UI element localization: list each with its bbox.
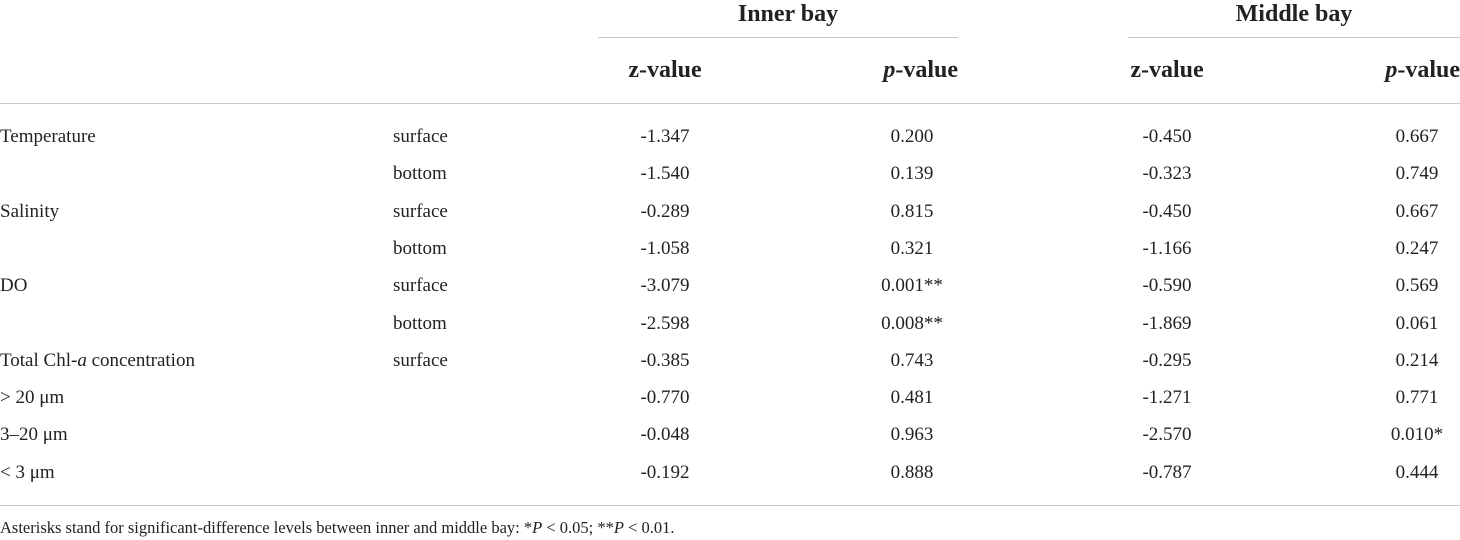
p-value: 0.888 — [890, 461, 934, 483]
z-value: -3.079 — [640, 275, 690, 297]
text-segment: p — [1385, 57, 1398, 83]
p-value: 0.963 — [890, 424, 934, 446]
footnote: Asterisks stand for significant-differen… — [0, 516, 675, 540]
p-value: 0.667 — [1395, 126, 1439, 147]
text-segment: Total Chl- — [0, 349, 78, 371]
z-value: -2.598 — [640, 312, 690, 334]
layer: bottom — [393, 312, 447, 334]
text-segment: p — [883, 57, 896, 83]
text-segment: P — [532, 518, 543, 537]
z-value: -1.166 — [1142, 237, 1192, 259]
p-value: 0.008** — [881, 312, 943, 334]
p-value: 0.321 — [890, 237, 934, 259]
column-header: z-value — [628, 57, 702, 83]
row-label: Temperature — [0, 126, 96, 147]
z-value: -1.540 — [640, 163, 690, 185]
column-header: p-value — [1385, 55, 1460, 85]
p-value: 0.247 — [1395, 237, 1439, 259]
z-value: -1.869 — [1142, 312, 1192, 334]
z-value: -0.048 — [640, 424, 690, 446]
group-header: Middle bay — [1235, 1, 1353, 27]
z-value: -0.590 — [1142, 275, 1192, 297]
row-label: DO — [0, 275, 28, 297]
p-value: 0.481 — [890, 387, 934, 409]
z-value: -0.385 — [640, 349, 690, 371]
layer: bottom — [393, 163, 447, 185]
p-value: 0.667 — [1395, 200, 1439, 222]
column-header: p-value — [883, 55, 958, 85]
p-value: 0.815 — [890, 200, 934, 222]
p-value: 0.214 — [1395, 349, 1439, 371]
bottom-rule — [0, 505, 1460, 506]
text-segment: -value — [895, 57, 958, 83]
z-value: -1.058 — [640, 237, 690, 259]
z-value: -0.323 — [1142, 163, 1192, 185]
p-value: 0.749 — [1395, 163, 1439, 185]
layer: surface — [393, 275, 448, 297]
header-rule — [0, 103, 1460, 104]
row-label: < 3 μm — [0, 461, 55, 483]
text-segment: < 0.05; ** — [542, 518, 614, 537]
column-header: z-value — [1130, 57, 1204, 83]
z-value: -0.295 — [1142, 349, 1192, 371]
p-value: 0.771 — [1395, 387, 1439, 409]
layer: surface — [393, 126, 448, 147]
z-value: -0.192 — [640, 461, 690, 483]
p-value: 0.200 — [890, 126, 934, 147]
layer: surface — [393, 349, 448, 371]
z-value: -0.289 — [640, 200, 690, 222]
p-value: 0.743 — [890, 349, 934, 371]
layer: bottom — [393, 237, 447, 259]
z-value: -1.347 — [640, 126, 690, 147]
group-header: Inner bay — [737, 1, 839, 27]
p-value: 0.569 — [1395, 275, 1439, 297]
group-rule — [1128, 37, 1460, 38]
z-value: -0.450 — [1142, 200, 1192, 222]
layer: surface — [393, 200, 448, 222]
row-label: > 20 μm — [0, 387, 65, 409]
text-segment: < 0.01. — [623, 518, 675, 537]
text-segment: a — [77, 349, 87, 371]
p-value: 0.061 — [1395, 312, 1439, 334]
p-value: 0.001** — [881, 275, 943, 297]
z-value: -0.787 — [1142, 461, 1192, 483]
text-segment: P — [613, 518, 624, 537]
row-label: Salinity — [0, 200, 60, 222]
row-label: 3–20 μm — [0, 424, 68, 446]
z-value: -0.450 — [1142, 126, 1192, 147]
z-value: -0.770 — [640, 387, 690, 409]
text-segment: concentration — [86, 349, 195, 371]
z-value: -2.570 — [1142, 424, 1192, 446]
text-segment: -value — [1397, 57, 1460, 83]
p-value: 0.444 — [1395, 461, 1439, 483]
group-rule — [598, 37, 958, 38]
p-value: 0.010* — [1390, 424, 1444, 446]
z-value: -1.271 — [1142, 387, 1192, 409]
p-value: 0.139 — [890, 163, 934, 185]
text-segment: Asterisks stand for significant-differen… — [0, 518, 533, 537]
row-label: Total Chl-a concentration — [0, 349, 195, 373]
